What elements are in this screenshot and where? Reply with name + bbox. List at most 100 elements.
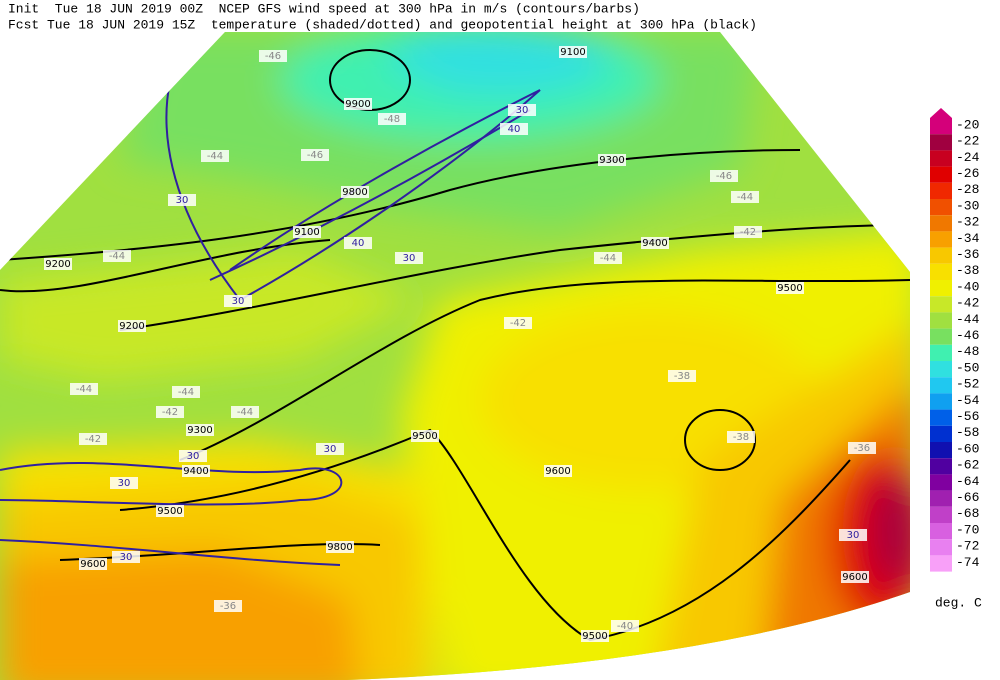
height-label-bg: [581, 630, 609, 642]
height-label: 9100: [560, 47, 585, 58]
colorbar-arrow: [930, 108, 952, 118]
temperature-label-bg: [201, 150, 229, 162]
header-line: Init Tue 18 JUN 2019 00Z NCEP GFS wind s…: [8, 1, 640, 16]
wind-label-bg: [508, 104, 536, 116]
wind-label: 40: [508, 124, 521, 135]
wind-label: 30: [847, 530, 860, 541]
temperature-label-bg: [727, 431, 755, 443]
temperature-label-bg: [172, 386, 200, 398]
colorbar-box: [930, 442, 952, 459]
temperature-label: -46: [265, 51, 281, 62]
colorbar-label: -60: [956, 441, 979, 456]
height-label-bg: [156, 505, 184, 517]
wind-label-bg: [110, 477, 138, 489]
temperature-label: -44: [178, 387, 194, 398]
colorbar-box: [930, 263, 952, 280]
temperature-label: -44: [600, 253, 616, 264]
wind-label: 30: [118, 478, 131, 489]
height-label-bg: [341, 186, 369, 198]
temperature-label: -46: [716, 171, 732, 182]
colorbar-label: -66: [956, 490, 979, 505]
height-label-bg: [841, 571, 869, 583]
header-line: Fcst Tue 18 JUN 2019 15Z temperature (sh…: [8, 17, 757, 32]
temperature-label: -38: [674, 371, 690, 382]
wind-label-bg: [224, 295, 252, 307]
height-label-bg: [544, 465, 572, 477]
height-label: 9300: [599, 155, 624, 166]
colorbar-box: [930, 425, 952, 442]
colorbar-box: [930, 393, 952, 410]
colorbar-label: -30: [956, 198, 979, 213]
height-label: 9600: [545, 466, 570, 477]
temperature-label-bg: [611, 620, 639, 632]
temperature-label: -46: [307, 150, 323, 161]
colorbar-label: -34: [956, 231, 980, 246]
colorbar-box: [930, 506, 952, 523]
colorbar-label: -28: [956, 182, 979, 197]
wind-label: 40: [352, 238, 365, 249]
temperature-label-bg: [231, 406, 259, 418]
height-label: 9800: [342, 187, 367, 198]
temperature-label: -42: [85, 434, 101, 445]
temperature-field: [0, 32, 910, 680]
temperature-label-bg: [594, 252, 622, 264]
colorbar-label: -52: [956, 377, 979, 392]
temperature-label-bg: [848, 442, 876, 454]
temperature-label: -38: [733, 432, 749, 443]
temperature-label-bg: [156, 406, 184, 418]
wind-label-bg: [395, 252, 423, 264]
temperature-label: -44: [737, 192, 753, 203]
temperature-label: -44: [76, 384, 92, 395]
height-label: 9600: [80, 559, 105, 570]
colorbar-box: [930, 344, 952, 361]
colorbar-box: [930, 247, 952, 264]
colorbar-label: -48: [956, 344, 979, 359]
colorbar-label: -24: [956, 150, 980, 165]
colorbar-box: [930, 409, 952, 426]
colorbar-label: -68: [956, 506, 979, 521]
wind-label: 30: [187, 451, 200, 462]
height-label-bg: [776, 282, 804, 294]
colorbar-label: -32: [956, 215, 979, 230]
wind-label-bg: [179, 450, 207, 462]
height-label: 9400: [183, 466, 208, 477]
height-label-bg: [118, 320, 146, 332]
colorbar-box: [930, 118, 952, 135]
colorbar-box: [930, 231, 952, 248]
height-label-bg: [641, 237, 669, 249]
colorbar-unit: deg. C: [935, 595, 982, 610]
height-label-bg: [44, 258, 72, 270]
wind-label-bg: [316, 443, 344, 455]
colorbar-label: -64: [956, 474, 980, 489]
temperature-label: -40: [617, 621, 633, 632]
wind-label: 30: [516, 105, 529, 116]
wind-label-bg: [839, 529, 867, 541]
colorbar-box: [930, 555, 952, 572]
temperature-label-bg: [710, 170, 738, 182]
colorbar-label: -36: [956, 247, 979, 262]
colorbar-box: [930, 215, 952, 232]
colorbar-box: [930, 134, 952, 151]
temperature-label-bg: [79, 433, 107, 445]
colorbar-box: [930, 182, 952, 199]
temperature-label-bg: [301, 149, 329, 161]
colorbar-label: -22: [956, 134, 979, 149]
colorbar-label: -44: [956, 312, 980, 327]
colorbar-box: [930, 296, 952, 313]
colorbar-box: [930, 150, 952, 167]
temperature-label: -42: [162, 407, 178, 418]
colorbar-box: [930, 328, 952, 345]
temperature-label: -44: [237, 407, 253, 418]
colorbar-label: -74: [956, 555, 980, 570]
colorbar-label: -50: [956, 360, 979, 375]
height-label-bg: [411, 430, 439, 442]
height-label-bg: [598, 154, 626, 166]
colorbar-label: -56: [956, 409, 979, 424]
colorbar-label: -40: [956, 279, 979, 294]
temperature-label-bg: [214, 600, 242, 612]
temperature-label: -48: [384, 114, 400, 125]
colorbar-label: -70: [956, 522, 979, 537]
colorbar-box: [930, 539, 952, 556]
temperature-label-bg: [259, 50, 287, 62]
